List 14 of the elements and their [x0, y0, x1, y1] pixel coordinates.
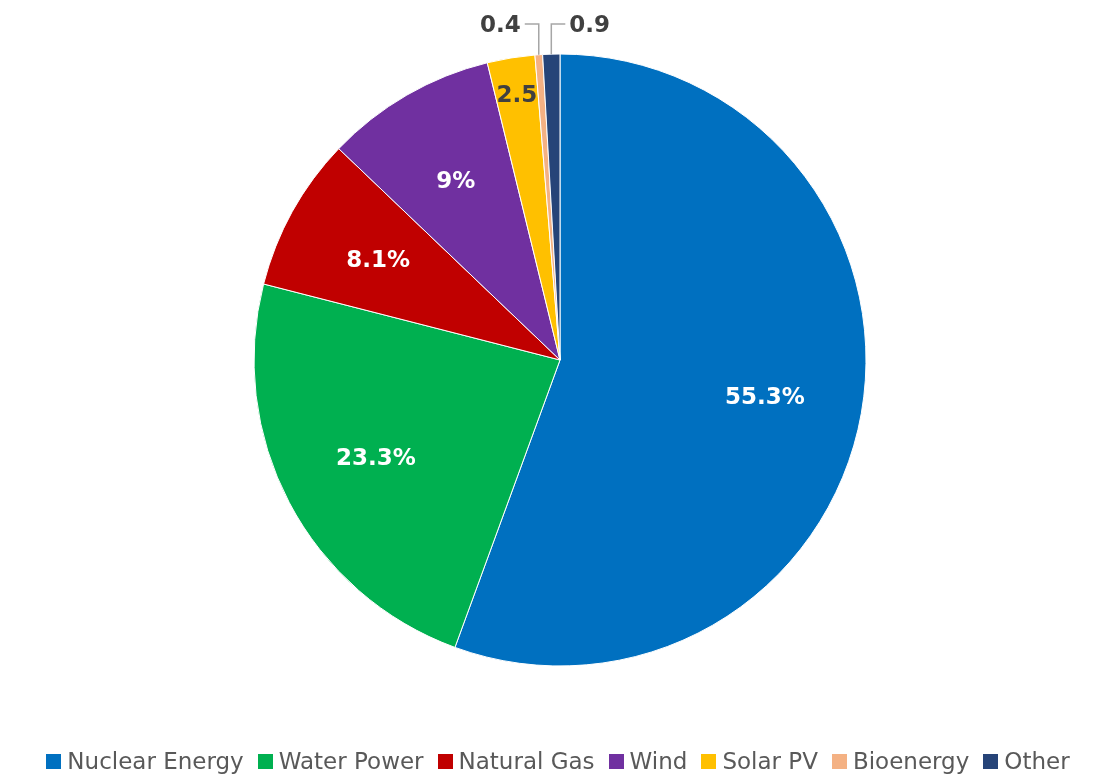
legend-label: Bioenergy [851, 748, 970, 774]
data-label: 23.3% [335, 443, 416, 470]
data-label: 8.1% [346, 246, 410, 273]
legend-label: Natural Gas [457, 748, 595, 774]
data-label: 55.3% [724, 383, 805, 410]
legend-label: Nuclear Energy [66, 748, 244, 774]
legend-label: Water Power [277, 748, 424, 774]
data-label: 0.4 [480, 11, 521, 37]
data-label: 9% [436, 166, 476, 193]
legend-label: Other [1003, 748, 1070, 774]
data-label: 0.9 [569, 11, 611, 37]
legend-label: Wind [628, 748, 688, 774]
legend-label: Solar PV [721, 748, 818, 774]
data-label: 2.5 [496, 81, 538, 108]
